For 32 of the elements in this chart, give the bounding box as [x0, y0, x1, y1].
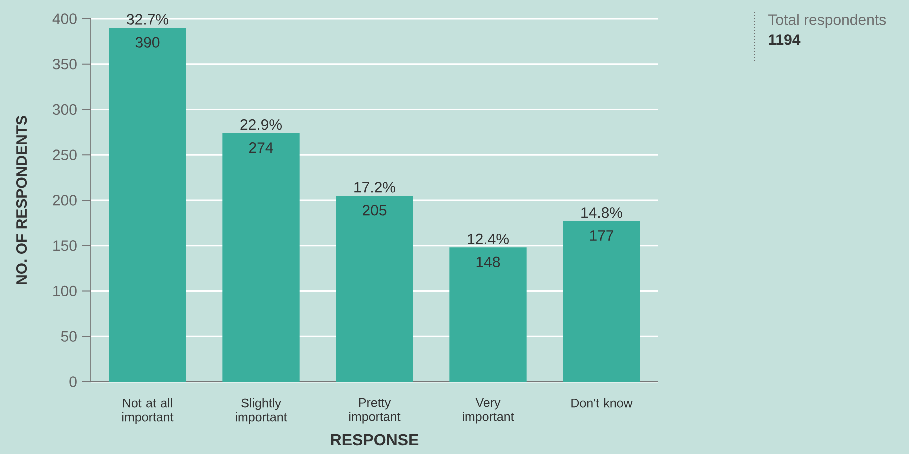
- annotation: 32.7%: [127, 14, 168, 25]
- y-axis-title: NO. OF RESPONDENTS: [16, 116, 28, 284]
- x-tick-label: Very important: [463, 398, 514, 424]
- annotation: 14.8%: [582, 208, 622, 218]
- text: Total respondents 1194: [768, 14, 886, 46]
- data-label: 177: [590, 230, 614, 241]
- x-tick-label: Don't know: [572, 398, 633, 408]
- bar: [336, 196, 414, 382]
- bar: [563, 221, 640, 382]
- annotation: 22.9%: [240, 120, 282, 130]
- bar: [109, 28, 186, 382]
- data-label: 390: [136, 37, 160, 48]
- y-tick-label: 200: [53, 195, 77, 206]
- x-tick-label: Pretty important: [350, 398, 401, 424]
- y-tick-label: 400: [52, 14, 77, 24]
- y-tick-label: 350: [53, 59, 77, 70]
- y-tick-label: 250: [53, 150, 77, 160]
- bar: [450, 248, 527, 382]
- data-label: 148: [476, 256, 500, 268]
- data-label: 274: [249, 142, 274, 154]
- y-tick-label: 0: [70, 376, 77, 388]
- annotation: 17.2%: [354, 182, 396, 193]
- annotation: 12.4%: [468, 234, 509, 244]
- x-axis-title: RESPONSE: [331, 434, 419, 446]
- y-tick-label: 150: [54, 240, 77, 252]
- x-tick-label: Not at all important: [122, 398, 174, 424]
- y-tick-label: 300: [53, 104, 77, 116]
- bar: [222, 133, 300, 382]
- y-tick-label: 100: [54, 286, 77, 297]
- x-tick-label: Slightly important: [236, 398, 288, 424]
- y-tick-label: 50: [61, 331, 77, 342]
- data-label: 205: [362, 205, 387, 216]
